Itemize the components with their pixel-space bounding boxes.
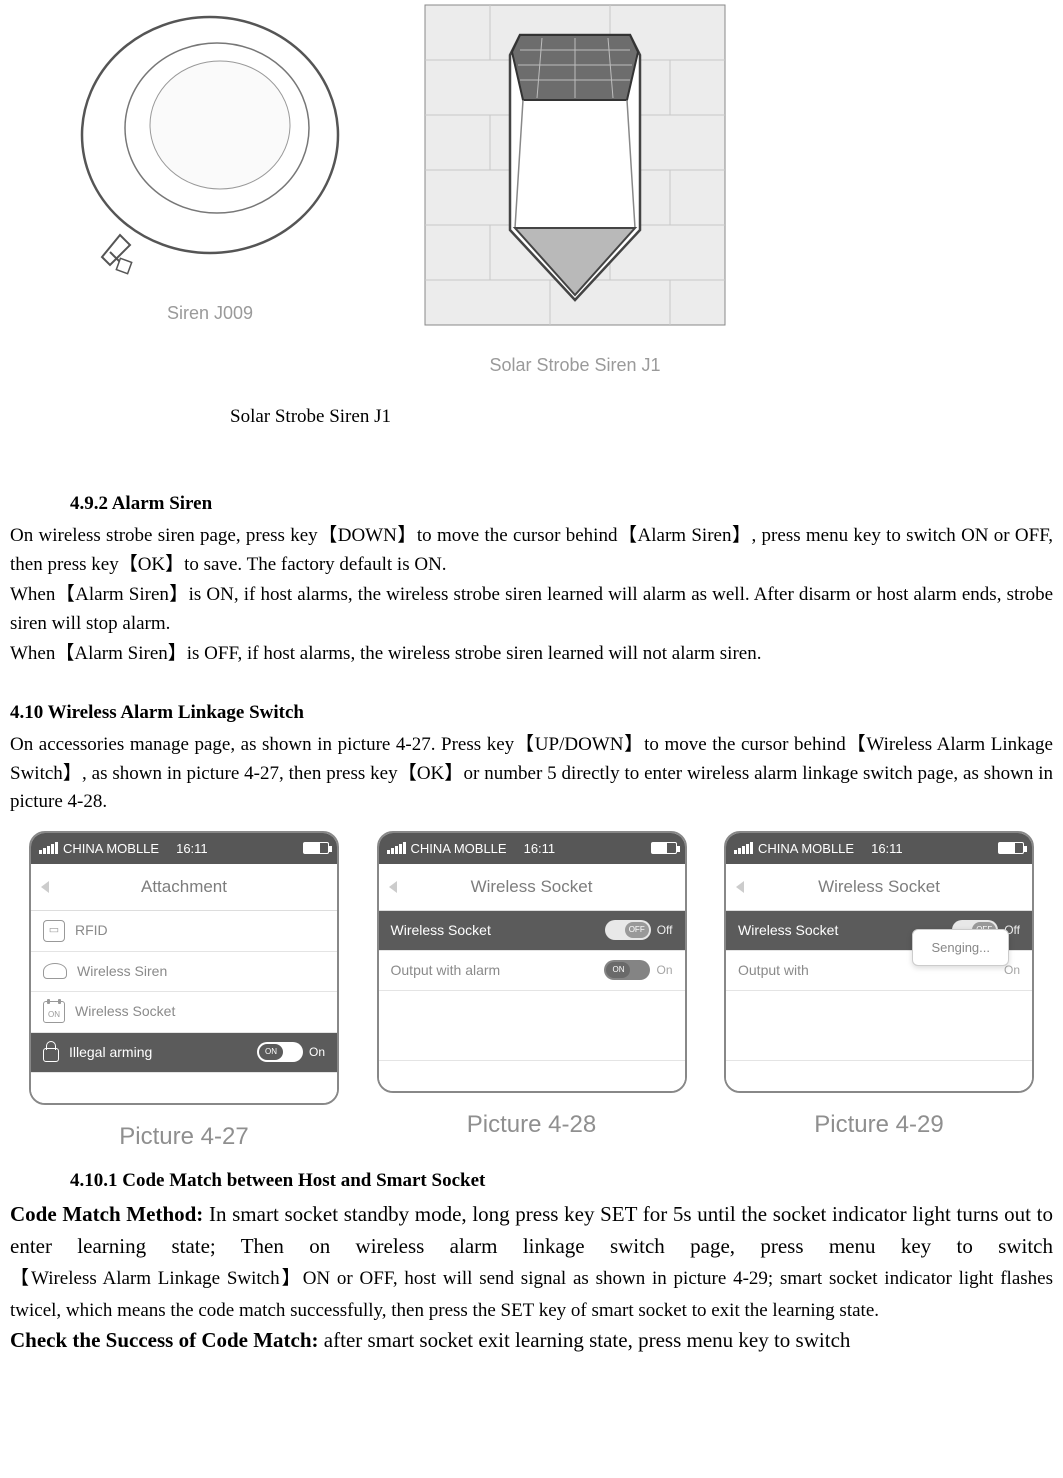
phone-screenshots-row: CHINA MOBLLE 16:11 Attachment ▭ RFID Wire… <box>10 819 1053 1163</box>
heading-4-10-1: 4.10.1 Code Match between Host and Smart… <box>10 1167 1053 1196</box>
output-alarm-toggle[interactable]: ON <box>604 960 650 980</box>
siren-j009-figure: Siren J009 <box>60 0 360 327</box>
carrier-label: CHINA MOBLLE <box>758 839 854 859</box>
solar-siren-figure: Solar Strobe Siren J1 <box>420 0 730 379</box>
lock-icon <box>43 1048 59 1062</box>
heading-4-10: 4.10 Wireless Alarm Linkage Switch <box>10 699 1053 728</box>
toggle-state: Off <box>657 921 673 939</box>
para-492-1: On wireless strobe siren page, press key… <box>10 522 1053 579</box>
toggle-state: On <box>656 961 672 979</box>
back-icon[interactable] <box>736 881 744 893</box>
row-illegal-arming[interactable]: Illegal arming ON On <box>31 1033 337 1073</box>
siren-j009-illustration <box>60 0 360 300</box>
battery-icon <box>998 842 1024 854</box>
sending-popup: Senging... <box>912 929 1009 967</box>
wireless-siren-label: Wireless Siren <box>77 961 167 982</box>
bracket-small: 【Wireless Alarm Linkage Switch】 <box>10 1268 303 1289</box>
caption-4-29: Picture 4-29 <box>814 1107 943 1143</box>
toggle-knob: ON <box>259 1044 283 1060</box>
siren-icon <box>43 963 67 979</box>
phone-4-28: CHINA MOBLLE 16:11 Wireless Socket Wirel… <box>377 831 687 1093</box>
wireless-socket-toggle[interactable]: OFF <box>605 920 651 940</box>
statusbar: CHINA MOBLLE 16:11 <box>726 833 1032 865</box>
illegal-arming-label: Illegal arming <box>69 1042 152 1063</box>
para-492-3: When【Alarm Siren】is OFF, if host alarms,… <box>10 640 1053 669</box>
code-match-runin: Code Match Method: <box>10 1202 203 1226</box>
clock-label: 16:11 <box>524 839 556 859</box>
row-output-alarm[interactable]: Output with alarm ON On <box>379 951 685 991</box>
picture-4-29-col: CHINA MOBLLE 16:11 Wireless Socket Wirel… <box>719 831 1039 1163</box>
battery-icon <box>303 842 329 854</box>
row-wireless-socket-2[interactable]: Wireless Socket OFF Off <box>379 911 685 951</box>
back-icon[interactable] <box>41 881 49 893</box>
para-492-2: When【Alarm Siren】is ON, if host alarms, … <box>10 581 1053 638</box>
back-icon[interactable] <box>389 881 397 893</box>
check-success-runin: Check the Success of Code Match: <box>10 1328 319 1352</box>
row-wireless-socket[interactable]: ON Wireless Socket <box>31 992 337 1033</box>
statusbar: CHINA MOBLLE 16:11 <box>31 833 337 865</box>
code-match-method-para: Code Match Method: In smart socket stand… <box>10 1199 1053 1325</box>
heading-4-9-2: 4.9.2 Alarm Siren <box>10 490 1053 519</box>
carrier-label: CHINA MOBLLE <box>63 839 159 859</box>
title-text: Attachment <box>141 877 227 896</box>
output-alarm-label: Output with alarm <box>391 960 501 981</box>
signal-icon <box>39 842 58 854</box>
screen-title: Wireless Socket <box>379 864 685 911</box>
signal-icon <box>387 842 406 854</box>
toggle-state: On <box>309 1043 325 1061</box>
signal-icon <box>734 842 753 854</box>
toggle-knob: OFF <box>625 922 649 938</box>
rfid-label: RFID <box>75 920 108 941</box>
phone-4-27: CHINA MOBLLE 16:11 Attachment ▭ RFID Wire… <box>29 831 339 1105</box>
siren-j009-label: Siren J009 <box>60 300 360 327</box>
solar-siren-label: Solar Strobe Siren J1 <box>420 352 730 379</box>
product-illustrations: Siren J009 <box>10 0 1053 379</box>
clock-label: 16:11 <box>176 839 208 859</box>
check-success-text: after smart socket exit learning state, … <box>319 1328 851 1352</box>
toggle-knob: ON <box>606 962 630 978</box>
caption-4-28: Picture 4-28 <box>467 1107 596 1143</box>
caption-4-27: Picture 4-27 <box>119 1119 248 1155</box>
wireless-socket-label: Wireless Socket <box>738 920 838 941</box>
socket-icon: ON <box>43 1001 65 1023</box>
solar-siren-illustration <box>420 0 730 340</box>
output-label: Output with <box>738 960 809 981</box>
illegal-arming-toggle[interactable]: ON <box>257 1042 303 1062</box>
row-wireless-siren[interactable]: Wireless Siren <box>31 952 337 992</box>
carrier-label: CHINA MOBLLE <box>411 839 507 859</box>
picture-4-27-col: CHINA MOBLLE 16:11 Attachment ▭ RFID Wire… <box>24 831 344 1163</box>
wireless-socket-label: Wireless Socket <box>75 1001 175 1022</box>
title-text: Wireless Socket <box>471 877 593 896</box>
title-text: Wireless Socket <box>818 877 940 896</box>
check-success-para: Check the Success of Code Match: after s… <box>10 1325 1053 1357</box>
para-410-1: On accessories manage page, as shown in … <box>10 731 1053 817</box>
clock-label: 16:11 <box>871 839 903 859</box>
battery-icon <box>651 842 677 854</box>
picture-4-28-col: CHINA MOBLLE 16:11 Wireless Socket Wirel… <box>372 831 692 1163</box>
rfid-icon: ▭ <box>43 920 65 942</box>
figure-subcaption: Solar Strobe Siren J1 <box>10 403 1053 432</box>
wireless-socket-label: Wireless Socket <box>391 920 491 941</box>
screen-title: Wireless Socket <box>726 864 1032 911</box>
statusbar: CHINA MOBLLE 16:11 <box>379 833 685 865</box>
cal-text: ON <box>48 1009 60 1021</box>
row-rfid[interactable]: ▭ RFID <box>31 911 337 952</box>
screen-title: Attachment <box>31 864 337 911</box>
